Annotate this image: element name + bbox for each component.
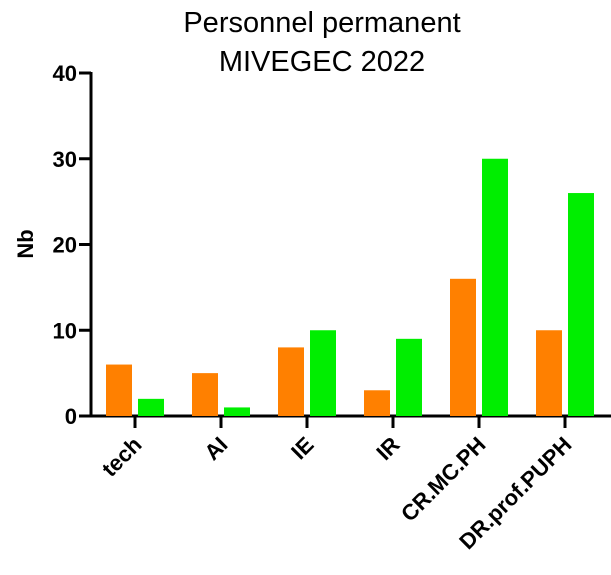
- bar-CR.MC.PH-series-2: [482, 158, 508, 416]
- axes: [79, 71, 611, 428]
- bar-AI-series-1: [192, 373, 218, 416]
- y-tick-label: 30: [53, 147, 77, 172]
- bar-IR-series-2: [396, 338, 422, 416]
- chart-title-line-1: Personnel permanent: [183, 7, 460, 39]
- y-tick-label: 20: [53, 233, 77, 258]
- y-tick-labels: 0 10 20 30 40: [53, 61, 77, 429]
- x-tick-label: AI: [199, 432, 232, 465]
- y-tick-label: 10: [53, 318, 77, 343]
- x-tick-label: IR: [371, 432, 404, 465]
- x-tick-label: IE: [286, 432, 318, 464]
- bars: [106, 158, 594, 416]
- bar-tech-series-1: [106, 364, 132, 416]
- bar-DR.prof.PUPH-series-1: [536, 330, 562, 416]
- bar-CR.MC.PH-series-1: [450, 278, 476, 416]
- y-tick-label: 40: [53, 61, 77, 86]
- bar-IE-series-1: [278, 347, 304, 416]
- y-axis-label: Nb: [13, 229, 38, 258]
- bar-AI-series-2: [224, 407, 250, 416]
- x-tick-label: tech: [97, 432, 147, 482]
- y-tick-label: 0: [65, 404, 77, 429]
- bar-tech-series-2: [138, 398, 164, 416]
- x-tick-label: CR.MC.PH: [396, 432, 491, 527]
- chart-title-line-2: MIVEGEC 2022: [219, 46, 425, 78]
- bar-DR.prof.PUPH-series-2: [568, 193, 594, 416]
- bar-IR-series-1: [364, 390, 390, 416]
- bar-IE-series-2: [310, 330, 336, 416]
